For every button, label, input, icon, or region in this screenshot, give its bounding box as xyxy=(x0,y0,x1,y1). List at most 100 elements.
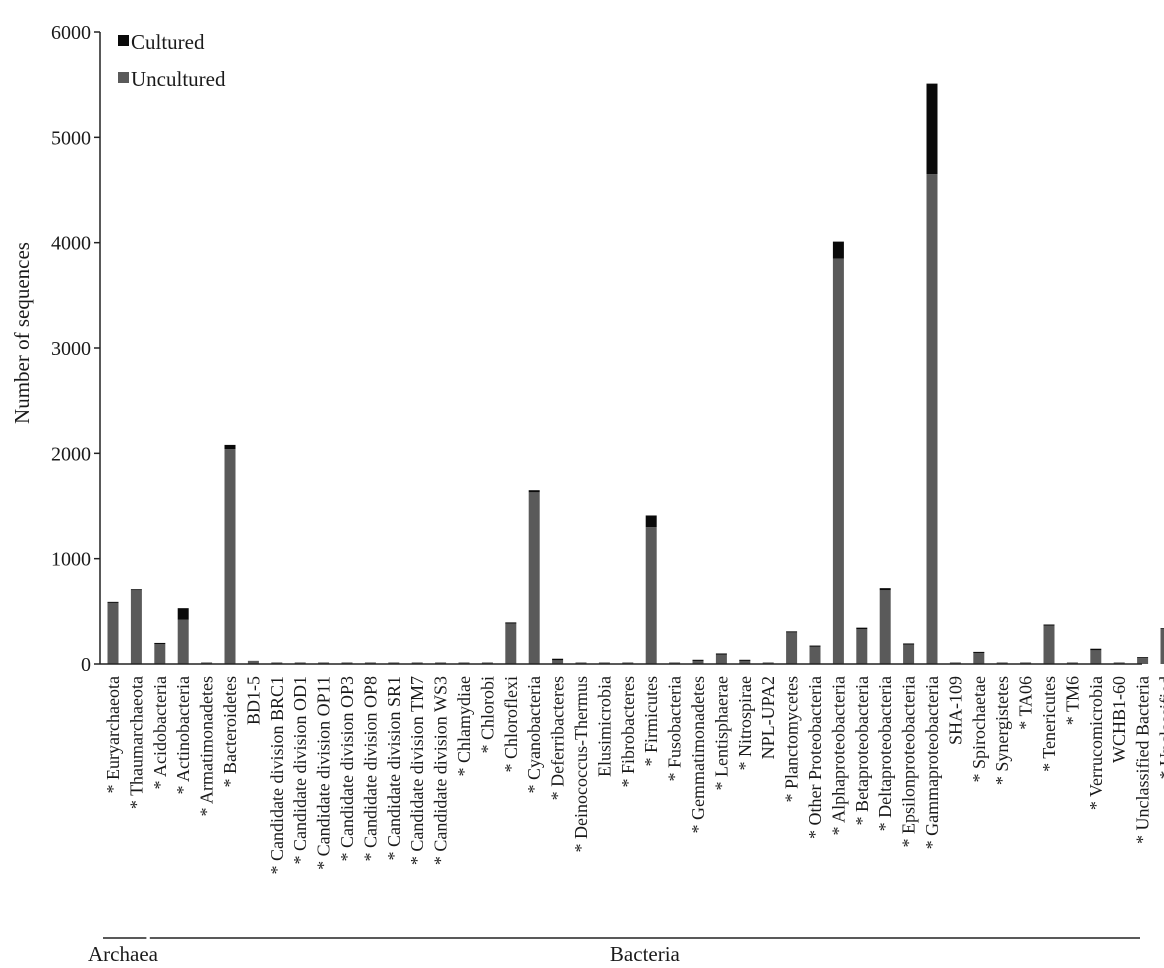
category-label: * Armatimonadetes xyxy=(197,676,217,816)
bar-uncultured-35 xyxy=(926,174,938,664)
bar-cultured-2 xyxy=(154,642,166,644)
category-labels: * Euryarchaeota * Thaumarchaeota * Acidoba… xyxy=(103,676,1164,875)
bar-uncultured-15 xyxy=(458,662,470,664)
category-label: * TM6 xyxy=(1062,676,1082,725)
y-tick-label: 1000 xyxy=(51,549,91,571)
category-label: * Fusobacteria xyxy=(665,676,685,781)
bar-uncultured-29 xyxy=(786,632,798,664)
bar-cultured-40 xyxy=(1043,624,1055,626)
category-label: * Bacteroidetes xyxy=(220,676,240,787)
category-label: * Verrucomicrobia xyxy=(1086,676,1106,810)
bar-cultured-45 xyxy=(1160,628,1164,630)
category-label: * Deltaproteobacteria xyxy=(875,676,895,831)
category-label: * Candidate division OP3 xyxy=(337,676,357,862)
category-label: * Candidate division SR1 xyxy=(384,676,404,861)
group-label: Archaea xyxy=(88,942,159,966)
bar-cultured-1 xyxy=(130,589,142,591)
bar-uncultured-26 xyxy=(715,654,727,664)
bar-cultured-37 xyxy=(973,651,985,653)
bar-uncultured-2 xyxy=(154,643,166,664)
bar-uncultured-24 xyxy=(669,662,681,664)
bar-uncultured-8 xyxy=(294,662,306,664)
bar-uncultured-32 xyxy=(856,629,868,664)
bar-uncultured-33 xyxy=(879,590,891,664)
bar-cultured-18 xyxy=(528,490,540,493)
bar-cultured-30 xyxy=(809,645,821,647)
bar-uncultured-30 xyxy=(809,646,821,664)
bar-uncultured-34 xyxy=(903,643,915,664)
category-label: * Betaproteobacteria xyxy=(852,676,872,825)
category-label: * Alphaproteobacteria xyxy=(828,676,848,835)
bar-uncultured-28 xyxy=(762,662,774,664)
bar-cultured-23 xyxy=(645,515,657,528)
group-labels: Archaea Bacteria xyxy=(88,937,1140,966)
bar-cultured-35 xyxy=(926,83,938,175)
bar-uncultured-27 xyxy=(739,660,751,664)
bars-layer xyxy=(107,83,1164,664)
category-label: * Firmicutes xyxy=(641,676,661,767)
bar-uncultured-42 xyxy=(1090,650,1102,664)
bar-uncultured-13 xyxy=(411,662,423,664)
y-axis-title: Number of sequences xyxy=(10,242,34,424)
category-label: * Deferribacteres xyxy=(548,676,568,800)
y-ticks: 0 1000 2000 3000 4000 5000 6000 xyxy=(51,22,100,676)
y-tick-label: 3000 xyxy=(51,338,91,360)
bar-cultured-31 xyxy=(832,241,844,259)
bar-uncultured-40 xyxy=(1043,625,1055,664)
category-label: * Unclassified Bacteria xyxy=(1133,676,1153,844)
bar-cultured-34 xyxy=(903,643,915,645)
category-label: * Gemmatimonadetes xyxy=(688,676,708,833)
bar-uncultured-18 xyxy=(528,492,540,664)
bar-cultured-33 xyxy=(879,588,891,591)
bar-uncultured-36 xyxy=(949,662,961,664)
bar-cultured-19 xyxy=(552,658,564,661)
group-label: Bacteria xyxy=(610,942,681,966)
bar-cultured-29 xyxy=(786,631,798,633)
category-label: * Euryarchaeota xyxy=(103,676,123,793)
bar-uncultured-45 xyxy=(1160,629,1164,664)
bar-uncultured-38 xyxy=(996,662,1008,664)
category-label: * Unclassified xyxy=(1156,676,1164,779)
bar-uncultured-5 xyxy=(224,449,236,664)
category-label: * Synergistetes xyxy=(992,676,1012,785)
legend-label: Uncultured xyxy=(131,67,226,91)
category-label: BD1-5 xyxy=(243,676,263,725)
category-label: NPL-UPA2 xyxy=(758,676,778,759)
bar-uncultured-10 xyxy=(341,662,353,664)
category-label: * Actinobacteria xyxy=(173,676,193,794)
bar-uncultured-9 xyxy=(318,662,330,664)
category-label: * Planctomycetes xyxy=(782,676,802,802)
category-label: WCHB1-60 xyxy=(1109,676,1129,763)
bar-uncultured-43 xyxy=(1113,662,1125,664)
category-label: Elusimicrobia xyxy=(594,676,614,777)
bar-uncultured-16 xyxy=(481,662,493,664)
bar-uncultured-21 xyxy=(598,662,610,664)
bar-uncultured-14 xyxy=(435,662,447,664)
bar-cultured-25 xyxy=(692,659,704,661)
y-tick-label: 6000 xyxy=(51,22,91,44)
bar-uncultured-31 xyxy=(832,258,844,664)
category-label: * Chlorobi xyxy=(477,676,497,754)
y-tick-label: 0 xyxy=(81,654,91,676)
category-label: * Candidate division WS3 xyxy=(431,676,451,865)
bar-cultured-44 xyxy=(1137,657,1149,659)
bar-uncultured-22 xyxy=(622,662,634,664)
bar-uncultured-0 xyxy=(107,602,119,664)
category-label: SHA-109 xyxy=(945,676,965,745)
bar-uncultured-7 xyxy=(271,662,283,664)
legend-label: Cultured xyxy=(131,30,205,54)
category-label: * Candidate division OP11 xyxy=(314,676,334,870)
axes-layer xyxy=(99,32,1142,665)
bar-uncultured-37 xyxy=(973,652,985,664)
bar-uncultured-20 xyxy=(575,662,587,664)
bar-cultured-17 xyxy=(505,622,517,624)
bar-uncultured-17 xyxy=(505,622,517,664)
y-tick-label: 4000 xyxy=(51,233,91,255)
category-label: * Other Proteobacteria xyxy=(805,676,825,839)
bar-uncultured-3 xyxy=(177,619,189,664)
bar-cultured-42 xyxy=(1090,648,1102,651)
bar-uncultured-1 xyxy=(130,590,142,664)
category-label: * Gammaproteobacteria xyxy=(922,676,942,849)
legend-swatch xyxy=(118,35,129,46)
